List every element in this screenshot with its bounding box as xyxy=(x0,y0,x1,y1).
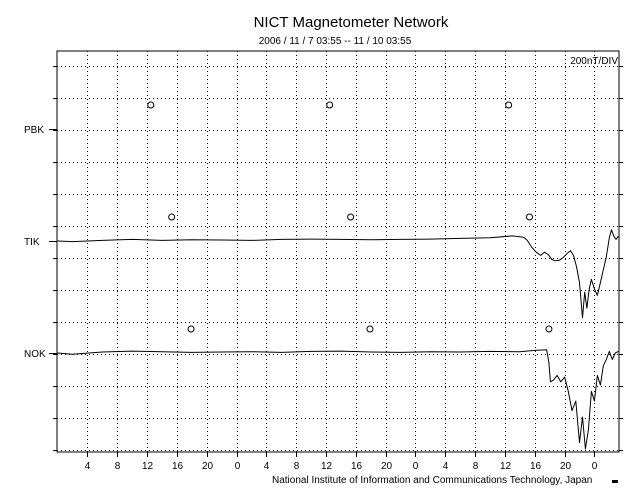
x-tick-labels: 4 8 12 16 20 0 4 8 12 16 20 0 4 8 12 16 20 0 xyxy=(85,461,598,472)
local-noon-marker xyxy=(147,101,155,109)
local-noon-marker xyxy=(545,325,553,333)
x-tick-label: 4 xyxy=(443,461,449,472)
scale-label: 200nT/DIV xyxy=(570,56,618,67)
x-ticks xyxy=(53,66,623,457)
local-noon-marker xyxy=(505,101,513,109)
x-tick-label: 20 xyxy=(560,461,572,472)
x-tick-label: 20 xyxy=(202,461,214,472)
plot-frame xyxy=(56,50,620,453)
station-label: PBK xyxy=(24,125,44,136)
footer-credit: National Institute of Information and Co… xyxy=(272,475,592,486)
local-noon-marker xyxy=(326,101,334,109)
local-noon-marker xyxy=(526,213,534,221)
x-tick-label: 16 xyxy=(172,461,184,472)
stations: PBK TIK NOK xyxy=(24,101,619,450)
station-label: TIK xyxy=(24,237,40,248)
station-nok: NOK xyxy=(24,325,619,450)
grid xyxy=(57,51,619,452)
x-tick-label: 12 xyxy=(321,461,333,472)
local-noon-marker xyxy=(187,325,195,333)
station-pbk: PBK xyxy=(24,101,513,136)
x-tick-label: 16 xyxy=(530,461,542,472)
local-noon-marker xyxy=(347,213,355,221)
x-tick-label: 0 xyxy=(235,461,241,472)
x-tick-label: 8 xyxy=(473,461,479,472)
x-tick-label: 8 xyxy=(294,461,300,472)
x-tick-label: 4 xyxy=(85,461,91,472)
x-tick-label: 4 xyxy=(264,461,270,472)
chart-subtitle: 2006 / 11 / 7 03:55 -- 11 / 10 03:55 xyxy=(259,36,412,47)
x-tick-label: 0 xyxy=(413,461,419,472)
trace-tik xyxy=(57,229,619,319)
x-tick-label: 8 xyxy=(115,461,121,472)
x-tick-label: 0 xyxy=(592,461,598,472)
x-tick-label: 12 xyxy=(142,461,154,472)
chart-title: NICT Magnetometer Network xyxy=(254,14,449,31)
trace-nok xyxy=(57,349,619,450)
logo-mark xyxy=(612,480,618,483)
x-tick-label: 12 xyxy=(500,461,512,472)
local-noon-marker xyxy=(168,213,176,221)
station-tik: TIK xyxy=(24,213,619,319)
x-tick-label: 20 xyxy=(381,461,393,472)
local-noon-marker xyxy=(366,325,374,333)
x-tick-label: 16 xyxy=(351,461,363,472)
station-label: NOK xyxy=(24,349,46,360)
